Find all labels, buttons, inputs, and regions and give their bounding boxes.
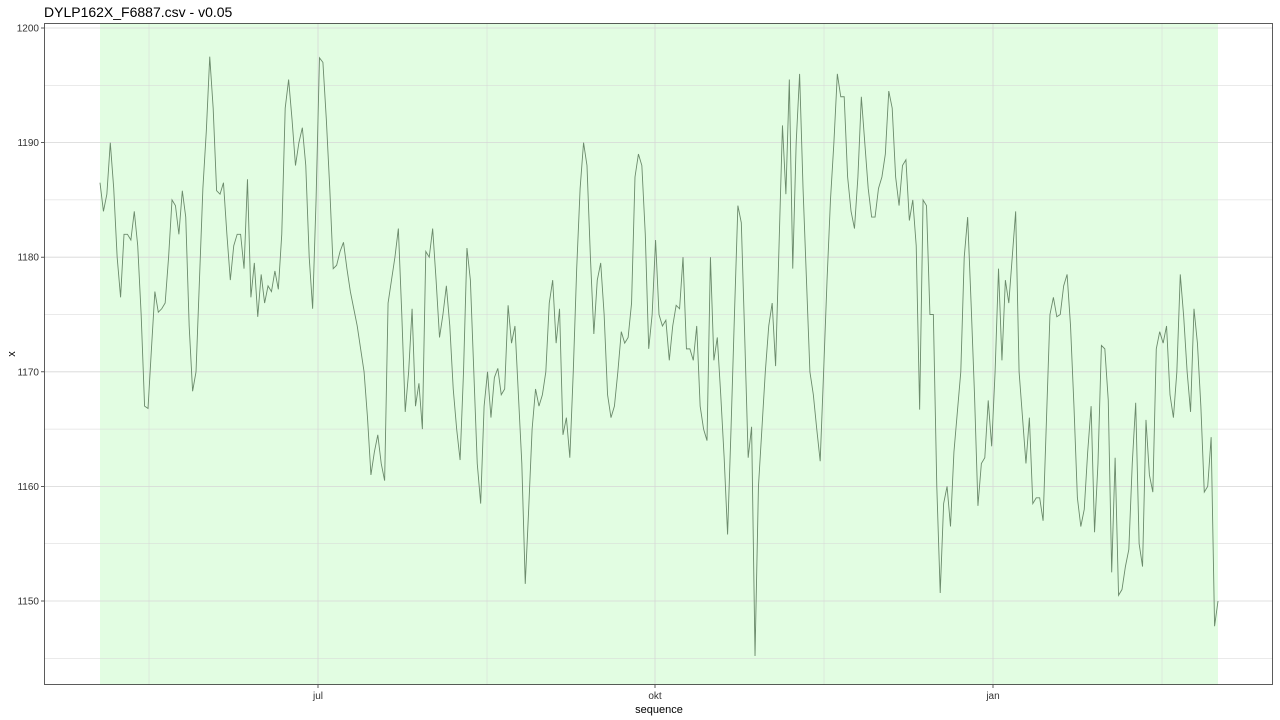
y-tick-label: 1200 xyxy=(17,24,40,35)
chart-title: DYLP162X_F6887.csv - v0.05 xyxy=(44,4,233,20)
plot-border xyxy=(44,23,1273,685)
series-line xyxy=(99,56,1219,657)
x-tick-label: jan xyxy=(985,691,999,702)
y-axis: 1150 1160 1170 1180 1190 1200 xyxy=(17,24,44,608)
x-axis-title: sequence xyxy=(635,704,683,716)
grid-lines xyxy=(44,23,1273,685)
x-axis: jul okt jan xyxy=(312,685,1000,702)
y-axis-title: x xyxy=(6,351,18,357)
highlight-band xyxy=(100,23,1218,685)
y-tick-label: 1180 xyxy=(17,253,39,264)
y-tick-label: 1190 xyxy=(17,138,39,149)
y-tick-label: 1150 xyxy=(17,597,39,608)
x-tick-label: okt xyxy=(648,691,662,702)
y-tick-label: 1170 xyxy=(17,367,39,378)
y-tick-label: 1160 xyxy=(17,482,39,493)
x-tick-label: jul xyxy=(312,691,323,702)
